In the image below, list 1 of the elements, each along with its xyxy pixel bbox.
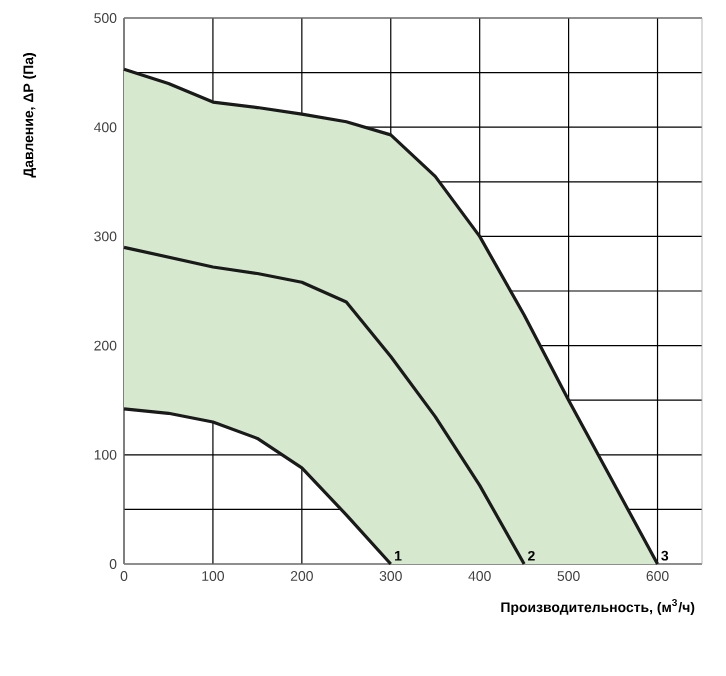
line-series — [122, 407, 393, 566]
